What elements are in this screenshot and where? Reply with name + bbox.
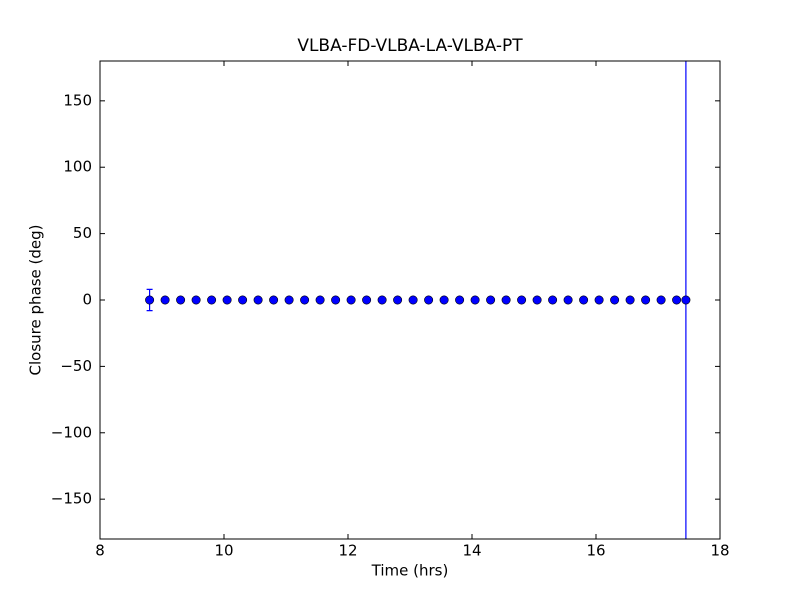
- point: [253, 295, 263, 305]
- x-tick-label: 18: [710, 542, 729, 560]
- point: [331, 295, 341, 305]
- y-tick-label: −100: [51, 423, 92, 441]
- y-tick-label: −50: [60, 357, 92, 375]
- point: [455, 295, 465, 305]
- point: [532, 295, 542, 305]
- point: [501, 295, 511, 305]
- point: [656, 295, 666, 305]
- plot-area: [145, 61, 691, 539]
- chart-title: VLBA-FD-VLBA-LA-VLBA-PT: [297, 36, 523, 56]
- point: [641, 295, 651, 305]
- y-tick-label: 0: [82, 291, 92, 309]
- x-tick-label: 12: [338, 542, 357, 560]
- point: [315, 295, 325, 305]
- point: [548, 295, 558, 305]
- point: [145, 295, 155, 305]
- point: [563, 295, 573, 305]
- y-tick-label: 100: [63, 158, 92, 176]
- point: [681, 295, 691, 305]
- point: [191, 295, 201, 305]
- point: [269, 295, 279, 305]
- point: [439, 295, 449, 305]
- point: [362, 295, 372, 305]
- point: [672, 295, 682, 305]
- point: [393, 295, 403, 305]
- point: [160, 295, 170, 305]
- point: [377, 295, 387, 305]
- y-axis-label: Closure phase (deg): [27, 225, 45, 376]
- point: [470, 295, 480, 305]
- y-tick-label: 150: [63, 91, 92, 109]
- plot-frame: [99, 60, 721, 540]
- x-axis-label: Time (hrs): [371, 562, 449, 580]
- point: [625, 295, 635, 305]
- x-tick-label: 14: [462, 542, 481, 560]
- x-tick-label: 10: [214, 542, 233, 560]
- point: [284, 295, 294, 305]
- point: [579, 295, 589, 305]
- point: [346, 295, 356, 305]
- x-tick-label: 8: [95, 542, 105, 560]
- point: [222, 295, 232, 305]
- y-tick-label: −150: [51, 490, 92, 508]
- x-tick-label: 16: [586, 542, 605, 560]
- point: [176, 295, 186, 305]
- point: [207, 295, 217, 305]
- point: [594, 295, 604, 305]
- point: [408, 295, 418, 305]
- point: [517, 295, 527, 305]
- point: [424, 295, 434, 305]
- point: [238, 295, 248, 305]
- point: [486, 295, 496, 305]
- point: [610, 295, 620, 305]
- y-tick-label: 50: [73, 224, 92, 242]
- point: [300, 295, 310, 305]
